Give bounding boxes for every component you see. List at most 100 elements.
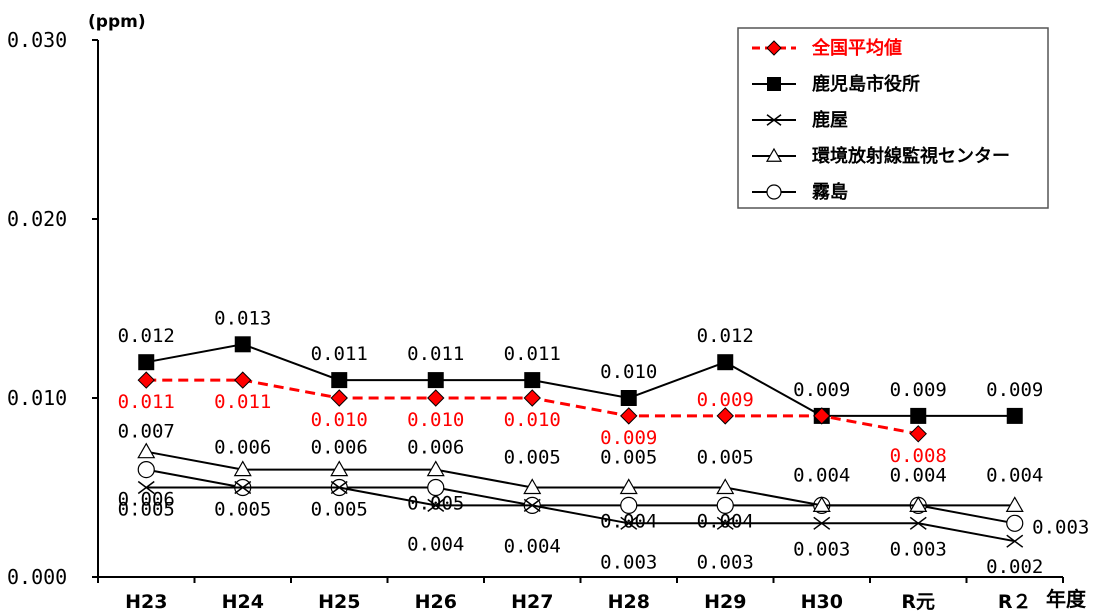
data-label: 0.009 <box>986 379 1043 401</box>
x-tick-label: R元 <box>901 591 935 613</box>
square-marker <box>767 77 781 91</box>
x-marker <box>909 516 927 530</box>
data-label: 0.013 <box>214 307 271 329</box>
data-label: 0.005 <box>311 499 368 521</box>
data-label: 0.004 <box>600 510 657 532</box>
diamond-marker <box>909 425 927 443</box>
x-tick-label: H25 <box>318 591 360 613</box>
data-label: 0.009 <box>793 379 850 401</box>
circle-marker <box>620 496 638 514</box>
data-label: 0.006 <box>407 437 464 459</box>
triangle-marker <box>812 496 831 512</box>
circle-marker <box>137 461 155 479</box>
data-label: 0.005 <box>118 499 175 521</box>
circle-marker <box>427 478 445 497</box>
data-label: 0.002 <box>986 556 1043 578</box>
x-marker-stroke <box>813 516 831 530</box>
triangle-marker <box>523 478 542 495</box>
triangle-marker <box>137 442 156 459</box>
triangle-marker <box>1005 496 1024 512</box>
x-tick-label: R２ <box>998 591 1032 613</box>
data-label: 0.005 <box>214 499 271 521</box>
data-label: 0.005 <box>697 447 754 469</box>
diamond-marker <box>427 389 445 407</box>
data-label: 0.004 <box>504 535 561 557</box>
y-tick-label: 0.010 <box>7 386 67 410</box>
diamond-marker <box>716 407 734 425</box>
data-label: 0.003 <box>793 538 850 560</box>
square-marker <box>1006 407 1023 424</box>
x-tick-label: H24 <box>222 591 264 613</box>
series-3 <box>137 442 1024 512</box>
square-marker <box>331 372 348 389</box>
square-marker <box>427 372 444 389</box>
x-marker <box>137 480 155 495</box>
x-marker <box>234 480 252 495</box>
diamond-marker <box>137 371 155 389</box>
square-marker <box>234 336 251 353</box>
series-line <box>146 343 1015 417</box>
x-marker <box>766 114 782 126</box>
x-tick-label: H26 <box>415 591 457 613</box>
y-unit-label: (ppm) <box>88 12 146 32</box>
data-label: 0.011 <box>407 343 464 365</box>
series-line <box>146 450 1015 507</box>
data-label: 0.003 <box>697 551 754 573</box>
x-marker <box>620 516 638 530</box>
legend-label: 鹿屋 <box>812 109 848 131</box>
triangle-marker <box>619 478 638 495</box>
circle-marker <box>1006 514 1024 532</box>
x-marker <box>427 498 445 512</box>
x-tick-label: H30 <box>801 591 843 613</box>
data-label: 0.010 <box>600 361 657 383</box>
diamond-marker <box>330 389 348 407</box>
data-label: 0.006 <box>118 489 175 511</box>
x-marker <box>330 480 348 495</box>
data-label: 0.006 <box>311 437 368 459</box>
data-label: 0.003 <box>890 538 947 560</box>
data-label: 0.010 <box>407 409 464 431</box>
x-marker-stroke <box>330 480 348 495</box>
y-ticks: 0.000 0.010 0.020 0.030 <box>7 28 98 589</box>
circle-marker <box>766 184 782 200</box>
y-tick-label: 0.020 <box>7 207 67 231</box>
data-label: 0.004 <box>793 464 850 486</box>
data-label: 0.005 <box>504 447 561 469</box>
square-marker <box>620 390 637 406</box>
y-tick-label: 0.000 <box>7 565 67 589</box>
x-marker-stroke <box>1006 534 1024 548</box>
data-label: 0.005 <box>600 447 657 469</box>
square-marker <box>524 372 541 389</box>
data-label: 0.010 <box>311 409 368 431</box>
data-label: 0.012 <box>118 325 175 347</box>
legend-item: 鹿児島市役所 <box>752 73 920 95</box>
x-marker-stroke <box>909 516 927 530</box>
data-label: 0.004 <box>407 533 464 555</box>
diamond-marker <box>234 371 252 389</box>
triangle-marker <box>765 147 783 162</box>
data-label: 0.011 <box>118 391 175 413</box>
x-marker <box>523 498 541 512</box>
x-marker-stroke <box>716 516 734 530</box>
series-2 <box>137 480 1024 548</box>
x-marker-stroke <box>427 498 445 512</box>
x-marker-stroke <box>523 498 541 512</box>
triangle-marker <box>233 460 252 477</box>
data-label: 0.010 <box>504 409 561 431</box>
series-0 <box>137 371 927 443</box>
legend-label: 鹿児島市役所 <box>812 73 920 95</box>
legend-item: 鹿屋 <box>752 109 848 131</box>
x-marker <box>1006 534 1024 548</box>
data-label: 0.004 <box>986 464 1043 486</box>
x-tick-label: H27 <box>511 591 553 613</box>
square-marker <box>717 354 734 371</box>
data-label: 0.009 <box>600 427 657 449</box>
y-tick-label: 0.030 <box>7 28 67 52</box>
x-marker-stroke <box>234 480 252 495</box>
data-label: 0.007 <box>118 421 175 443</box>
x-tick-label: H23 <box>125 591 167 613</box>
series-1 <box>138 336 1023 424</box>
